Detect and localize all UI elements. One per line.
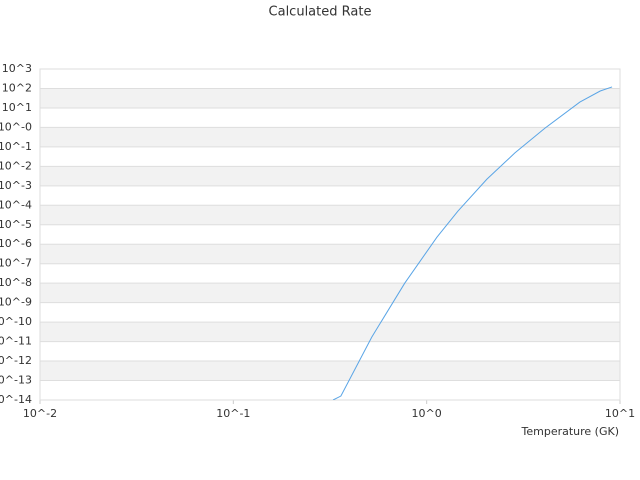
y-tick-label: 10^-4 [0, 198, 32, 211]
y-tick-label: 10^-8 [0, 276, 32, 289]
y-tick-label: 10^-2 [0, 159, 32, 172]
y-tick-label: 10^3 [2, 62, 32, 75]
grid-band [40, 283, 620, 303]
grid-band [40, 322, 620, 342]
grid-band [40, 361, 620, 381]
y-tick-label: 10^-1 [0, 140, 32, 153]
grid-band [40, 166, 620, 186]
x-tick-label: 10^-2 [23, 407, 57, 420]
chart-title: Calculated Rate [269, 5, 372, 20]
y-tick-label: 10^-5 [0, 218, 32, 231]
y-tick-label: 10^-6 [0, 237, 32, 250]
y-tick-label: 10^2 [2, 81, 32, 94]
y-tick-label: 10^-13 [0, 374, 32, 387]
grid-band [40, 88, 620, 108]
y-tick-label: 10^-11 [0, 335, 32, 348]
plot-border [39, 68, 621, 401]
x-tick-label: 10^0 [412, 407, 442, 420]
y-tick-label: 10^-0 [0, 120, 32, 133]
x-tick-label: 10^1 [605, 407, 635, 420]
x-axis-label: Temperature (GK) [521, 425, 620, 438]
y-tick-label: 10^1 [2, 101, 32, 114]
y-tick-label: 10^-12 [0, 354, 32, 367]
y-tick-label: 10^-9 [0, 296, 32, 309]
grid-band [40, 244, 620, 264]
y-tick-label: 10^-7 [0, 257, 32, 270]
data-line [332, 86, 613, 400]
grid-band [40, 205, 620, 225]
y-tick-label: 10^-3 [0, 179, 32, 192]
y-tick-label: 10^-10 [0, 315, 32, 328]
x-tick-label: 10^-1 [216, 407, 250, 420]
y-tick-label: 10^-14 [0, 393, 32, 406]
grid-band [40, 127, 620, 147]
